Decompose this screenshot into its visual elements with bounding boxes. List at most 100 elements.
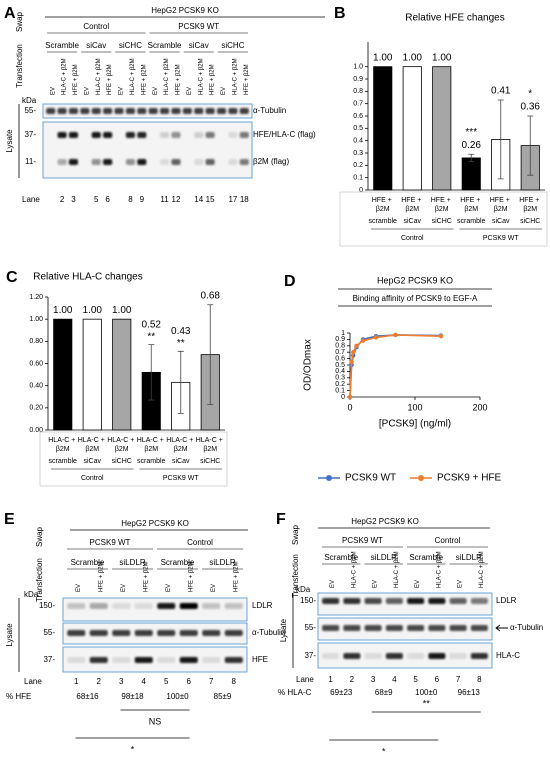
error-bar: [527, 115, 534, 176]
band: [91, 108, 101, 114]
lane-label: EV: [330, 580, 336, 588]
swap-label: PCSK9 WT: [178, 22, 219, 31]
transfection-label: siLDLR: [119, 558, 145, 567]
bar: [432, 66, 452, 191]
bar: [82, 318, 102, 431]
blot-label: HLA-C: [496, 651, 520, 660]
band: [137, 108, 147, 114]
blot-label: β2M (flag): [253, 157, 290, 166]
y-tick-label: 0.1: [335, 387, 345, 394]
quant-label: % HFE: [6, 692, 31, 701]
lane-label: HLA-C + β2M: [164, 58, 170, 95]
transfection-label: siCHC: [221, 41, 244, 50]
band: [68, 132, 79, 138]
value-label: 1.00: [373, 52, 393, 63]
lane-label: HLA-C + β2M: [436, 551, 442, 588]
lane-number: 3: [371, 675, 376, 684]
lane-number: 12: [172, 195, 181, 204]
band: [407, 653, 425, 659]
band: [67, 630, 86, 636]
lane-number: 6: [105, 195, 110, 204]
marker-label: 55-: [43, 628, 55, 637]
lane-number: 2: [97, 677, 102, 686]
transfection-label: Scramble: [45, 41, 79, 50]
band: [80, 108, 90, 114]
x-tick-label: HLA-C + β2M: [78, 437, 107, 453]
y-tick-label: 0.5: [353, 125, 363, 132]
x-tick-label: HLA-C + β2M: [137, 437, 166, 453]
lysate-label: Lysate: [5, 623, 14, 647]
band: [449, 625, 467, 631]
blot-label: LDLR: [496, 596, 517, 605]
band: [239, 108, 249, 114]
lane-number: 11: [160, 195, 169, 204]
condition-label: siCHC: [112, 458, 132, 465]
y-tick-label: 0.9: [353, 76, 363, 83]
marker-label: 55-: [24, 106, 36, 115]
blot-frame: [42, 121, 253, 179]
band: [57, 159, 67, 165]
lane-number: 8: [232, 677, 237, 686]
band: [205, 132, 215, 138]
quant-value: 85±9: [214, 692, 232, 701]
panel-letter: D: [284, 273, 296, 290]
swap-label: Swap: [35, 526, 44, 547]
lane-label: HLA-C + β2M: [394, 551, 400, 588]
lane-number: 18: [240, 195, 249, 204]
condition-label: siCHC: [520, 218, 540, 225]
bar: [373, 66, 393, 191]
bar: [53, 318, 73, 431]
lane-label: EV: [187, 87, 193, 95]
band: [322, 653, 340, 659]
condition-label: scramble: [369, 218, 398, 225]
kda-label: kDa: [22, 96, 37, 105]
blot-label: LDLR: [252, 601, 273, 610]
y-tick-label: 1: [341, 330, 345, 337]
kda-label: kDa: [24, 590, 39, 599]
band: [428, 598, 446, 604]
band: [364, 653, 382, 659]
bar: [112, 318, 132, 431]
y-tick-label: 0.80: [29, 338, 43, 345]
lane-number: 1: [328, 675, 333, 684]
legend-label: PCSK9 + HFE: [437, 473, 502, 484]
band: [239, 159, 249, 165]
bracket-label: **: [423, 698, 431, 708]
band: [125, 159, 135, 165]
lane-label: HLA-C + β2M: [232, 58, 238, 95]
condition-label: siCav: [492, 218, 510, 225]
lane-number: 7: [209, 677, 214, 686]
chart-title: Relative HFE changes: [405, 13, 505, 24]
marker-label: 37-: [43, 655, 55, 664]
x-tick-label: HFE + β2M: [372, 197, 394, 213]
point: [347, 394, 353, 400]
lane-number: 2: [60, 195, 65, 204]
error-bar: [177, 350, 184, 414]
y-tick-label: 0.6: [353, 113, 363, 120]
point: [351, 350, 356, 355]
y-tick-label: 0.6: [335, 355, 345, 362]
band: [343, 598, 361, 604]
condition-label: scramble: [49, 458, 78, 465]
band: [179, 657, 198, 663]
point: [360, 338, 366, 343]
legend-label: PCSK9 WT: [345, 473, 396, 484]
lane-number: 4: [392, 675, 397, 684]
series-line: [349, 334, 442, 398]
lane-number: 8: [477, 675, 482, 684]
lane-label: HLA-C + β2M: [130, 58, 136, 95]
band: [428, 653, 446, 659]
band: [322, 598, 340, 604]
panel-letter: A: [4, 5, 16, 22]
value-label: 0.68: [201, 290, 221, 301]
y-tick-label: 0.60: [29, 360, 43, 367]
band: [137, 159, 147, 165]
transfection-label: Scramble: [324, 553, 358, 562]
lane-label: HLA-C + β2M: [198, 58, 204, 95]
band: [205, 108, 215, 114]
y-axis-label: OD/ODmax: [303, 339, 314, 391]
quant-value: 68±9: [375, 688, 393, 697]
group-label: PCSK9 WT: [483, 235, 520, 242]
transfection-label: siLDLR: [371, 553, 397, 562]
legend-marker: [326, 475, 332, 481]
